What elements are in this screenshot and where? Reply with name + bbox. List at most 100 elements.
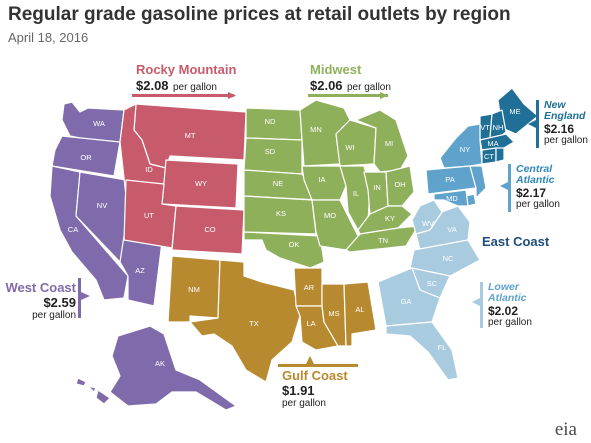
state-label-ms: MS [328,309,339,318]
state-label-hi: HI [68,374,76,383]
rocky-mountain-price: $2.08 [136,78,169,93]
midwest-bar [308,94,388,97]
state-sd[interactable] [243,137,303,175]
region-west-coast: WA OR CA NV AZ AK HI [49,101,237,411]
state-or[interactable] [51,135,121,177]
state-label-ct: CT [484,152,494,161]
central-atlantic-bar [508,164,511,212]
lower-atlantic-price: $2.02 [488,304,519,318]
new-england-unit: per gallon [544,135,588,146]
new-england-name-1: New [544,99,566,111]
gulf-coast-name: Gulf Coast [282,368,348,383]
rocky-mountain-pointer [228,92,236,99]
region-new-england: ME VT NH MA CT RI [479,87,539,165]
state-label-ks: KS [276,209,286,218]
state-label-ga: GA [401,297,412,306]
state-label-nd: ND [265,117,276,126]
state-label-ok: OK [289,240,300,249]
state-label-al: AL [355,305,364,314]
new-england-bar [536,100,539,148]
state-label-in: IN [373,183,381,192]
state-fl[interactable] [385,321,459,381]
state-co[interactable] [171,205,245,255]
new-england-price: $2.16 [544,122,575,136]
state-nj[interactable] [469,165,487,199]
state-ok[interactable] [243,231,325,269]
state-label-fl: FL [438,343,447,352]
state-label-mo: MO [324,211,336,220]
state-label-id: ID [145,165,153,174]
state-label-ut: UT [144,211,154,220]
rocky-mountain-bar [132,94,234,97]
map-title: Regular grade gasoline prices at retail … [8,4,511,25]
gulf-coast-unit: per gallon [282,398,326,409]
state-label-sd: SD [265,147,276,156]
rocky-mountain-label: Rocky Mountain $2.08 per gallon [136,62,236,95]
lower-atlantic-name-2: Atlantic [488,292,527,304]
map-date: April 18, 2016 [8,30,89,45]
new-england-pointer [528,120,536,128]
state-label-ak: AK [155,359,165,368]
west-coast-pointer [81,292,90,300]
region-gulf-coast: NM TX AR LA MS AL [167,255,377,383]
lower-atlantic-name-1: Lower [488,281,519,293]
region-midwest: ND SD NE KS OK MN IA MO WI IL MI IN OH K… [243,99,419,269]
state-label-wa: WA [93,119,105,128]
west-coast-price: $2.59 [43,295,76,310]
west-coast-unit: per gallon [32,310,76,321]
state-ma[interactable] [479,133,515,151]
central-atlantic-name-1: Central [516,163,553,175]
west-coast-label: West Coast $2.59 per gallon [4,280,76,321]
central-atlantic-label: Central Atlantic $2.17 per gallon [516,164,560,210]
state-label-co: CO [204,225,215,234]
gulf-coast-pointer [306,356,314,364]
state-oh[interactable] [385,165,415,207]
west-coast-name: West Coast [5,280,76,295]
state-label-md: MD [446,194,458,203]
state-label-wi: WI [345,143,354,152]
state-label-ne: NE [273,179,283,188]
state-label-nh: NH [493,123,504,132]
state-label-nj: NJ [484,176,493,185]
state-al[interactable] [343,281,377,347]
state-id[interactable] [119,103,167,201]
state-label-mn: MN [310,125,322,134]
state-label-la: LA [306,319,315,328]
state-tx[interactable] [189,259,301,383]
state-label-wv: WV [422,219,434,228]
state-label-de: DE [476,194,486,203]
state-ak[interactable] [109,325,237,411]
gulf-coast-bar [278,364,358,367]
lower-atlantic-label: Lower Atlantic $2.02 per gallon [488,282,532,328]
eia-logo-icon: eia [554,419,577,440]
state-label-il: IL [353,189,359,198]
state-label-va: VA [447,225,456,234]
rocky-mountain-name: Rocky Mountain [136,62,237,77]
midwest-label: Midwest $2.06 per gallon [310,62,391,95]
state-hi[interactable] [75,377,111,405]
state-label-ia: IA [318,175,325,184]
callout-markers [78,92,539,367]
region-central-atlantic: NY PA NJ DE MD [425,123,494,207]
lower-atlantic-unit: per gallon [488,317,532,328]
state-label-nm: NM [188,285,200,294]
central-atlantic-price: $2.17 [516,186,547,200]
central-atlantic-pointer [500,182,508,190]
region-lower-atlantic: WV VA NC SC GA FL [377,199,481,381]
state-label-ma: MA [487,139,498,148]
central-atlantic-unit: per gallon [516,199,560,210]
state-label-me: ME [509,107,520,116]
gulf-coast-label: Gulf Coast $1.91 per gallon [282,368,348,409]
lower-atlantic-bar [480,282,483,328]
state-label-wy: WY [195,179,207,188]
state-label-ri: RI [507,151,515,160]
region-rocky-mountain: MT ID WY UT CO [119,103,247,255]
midwest-unit: per gallon [347,82,391,93]
midwest-name: Midwest [310,62,362,77]
state-label-pa: PA [445,175,454,184]
state-nc[interactable] [409,239,481,277]
west-coast-bar [78,278,81,318]
state-ri[interactable] [495,147,505,163]
new-england-name-2: England [544,110,586,122]
state-label-nc: NC [443,254,454,263]
